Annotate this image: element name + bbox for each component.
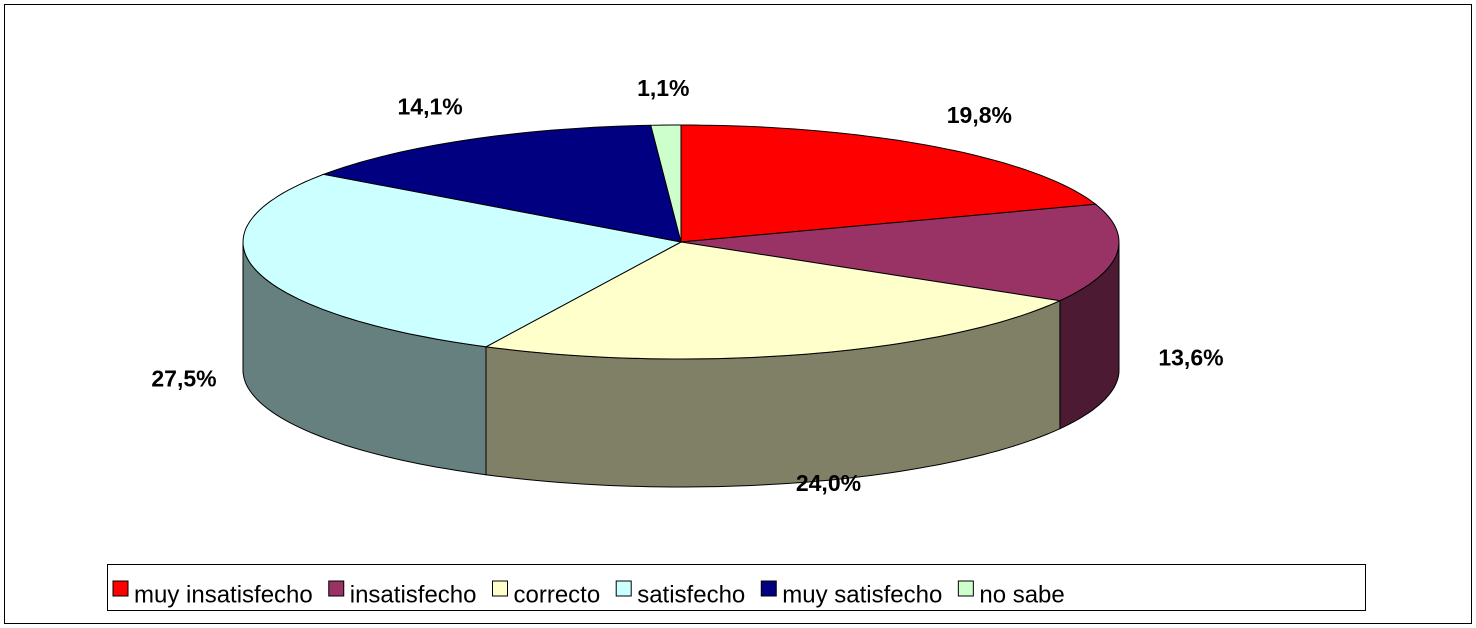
- data-label: 1,1%: [637, 75, 689, 101]
- pie-slice: [680, 124, 1098, 243]
- pie-slice: [680, 203, 1120, 302]
- pie: [242, 124, 1120, 488]
- legend-label: muy satisfecho: [782, 581, 942, 608]
- pie-slice: [321, 124, 682, 243]
- pie-slice: [484, 241, 1062, 360]
- legend-swatch: [328, 580, 345, 597]
- data-label: 27,5%: [151, 366, 216, 392]
- data-label: 13,6%: [1158, 344, 1223, 370]
- legend-swatch: [112, 580, 129, 597]
- legend-swatch: [615, 580, 632, 597]
- legend-label: muy insatisfecho: [134, 581, 313, 608]
- legend-label: correcto: [514, 581, 601, 608]
- legend-label: satisfecho: [637, 581, 745, 608]
- legend-swatch: [957, 580, 974, 597]
- legend: muy insatisfecho insatisfecho correcto sati…: [112, 580, 1065, 608]
- data-labels: 19,8% 13,6% 24,0% 27,5% 14,1% 1,1%: [151, 75, 1223, 496]
- legend-swatch: [492, 580, 508, 597]
- data-label: 19,8%: [947, 102, 1012, 128]
- pie-slice: [650, 124, 682, 243]
- legend-box: [107, 564, 1366, 611]
- legend-swatch: [760, 580, 777, 597]
- data-label: 14,1%: [398, 94, 463, 120]
- data-label: 24,0%: [796, 470, 861, 496]
- legend-label: insatisfecho: [350, 581, 477, 608]
- legend-label: no sabe: [979, 581, 1064, 608]
- pie-slice: [242, 173, 683, 348]
